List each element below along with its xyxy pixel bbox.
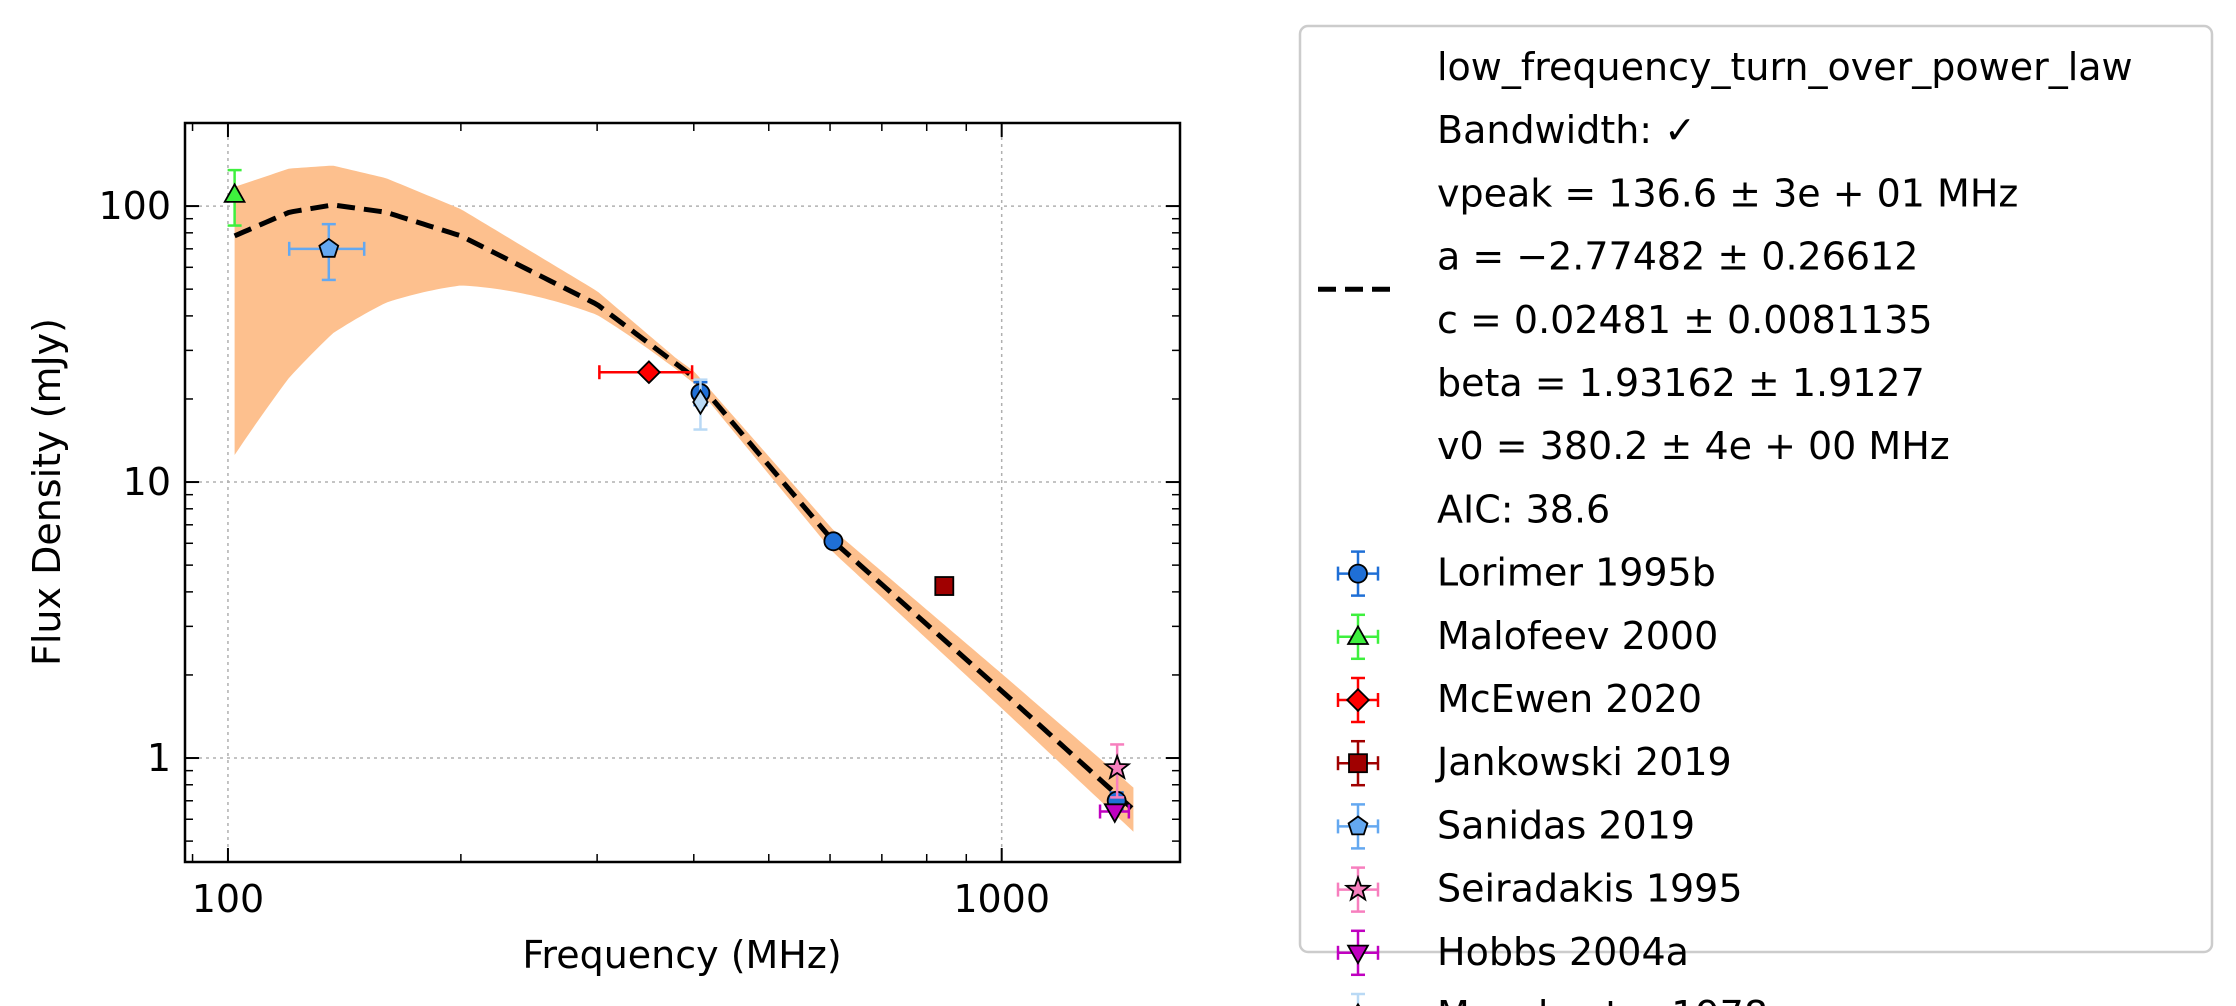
legend-entry: Hobbs 2004a [1336,929,1689,977]
legend-entry: Lorimer 1995b [1336,550,1716,597]
legend-fit-line-4: c = 0.02481 ± 0.0081135 [1437,298,1933,342]
legend-label: McEwen 2020 [1437,677,1702,721]
fit-uncertainty-band [234,165,1134,832]
legend-label: Jankowski 2019 [1435,740,1732,784]
legend-entry: Sanidas 2019 [1336,803,1695,850]
data-point [1103,803,1127,824]
legend-fit-line-7: AIC: 38.6 [1437,487,1610,531]
legend-fit-line-1: Bandwidth: ✓ [1437,108,1696,152]
grid [185,123,1180,862]
legend-marker [1348,753,1368,774]
legend-box [1298,24,2214,954]
legend-label: Hobbs 2004a [1437,930,1689,974]
legend-marker [1346,624,1370,645]
data-point [1103,753,1132,781]
plot-frame [183,121,1182,864]
legend-label: Sanidas 2019 [1437,803,1695,847]
data-point [934,576,955,596]
legend-marker [1347,815,1369,836]
series-sanidas-2019 [287,222,366,282]
data-point [823,531,844,552]
series-hobbs-2004a [1098,803,1131,824]
legend-entry: Jankowski 2019 [1336,739,1732,787]
y-tick-label: 1 [147,736,171,780]
fit-curve [233,202,1136,812]
legend-fit-line-2: vpeak = 136.6 ± 3e + 01 MHz [1437,171,2018,215]
legend-entry: McEwen 2020 [1336,676,1702,724]
series-mcewen-2020 [598,360,694,385]
y-tick-label: 100 [98,184,171,228]
legend-label: Lorimer 1995b [1437,551,1716,595]
legend-entry: Manchester 1978a [1351,992,1791,1006]
data-point [692,388,709,416]
x-tick-label: 1000 [953,877,1050,921]
legend-marker [1348,563,1368,584]
legend-fit-line-0: low_frequency_turn_over_power_law [1437,45,2133,89]
legend-marker [1343,874,1373,902]
data-points [223,168,1132,824]
legend-fit-line-6: v0 = 380.2 ± 4e + 00 MHz [1437,424,1950,468]
legend-entry: Malofeev 2000 [1336,613,1718,661]
x-axis-title: Frequency (MHz) [522,933,841,977]
legend-fit-line-3: a = −2.77482 ± 0.26612 [1437,235,1918,279]
y-axis-title: Flux Density (mJy) [25,318,69,666]
axis-ticks: 100 1000 1 10 100 [98,123,1180,921]
series-malofeev-2000 [223,168,247,227]
legend-marker [1346,944,1370,965]
series-seiradakis-1995 [1103,743,1132,799]
legend-label: Manchester 1978a [1437,993,1791,1006]
data-point [223,182,247,203]
data-point [318,237,340,258]
legend: low_frequency_turn_over_power_law Bandwid… [1298,24,2214,1006]
legend-label: Seiradakis 1995 [1437,867,1743,911]
data-point [636,360,661,385]
legend-fit-line-5: beta = 1.93162 ± 1.9127 [1437,361,1925,405]
x-tick-label: 100 [192,877,265,921]
y-tick-label: 10 [123,460,171,504]
legend-entry: Seiradakis 1995 [1336,866,1743,913]
fit-band [234,165,1134,832]
series-jankowski-2019 [934,576,955,596]
legend-marker [1345,687,1371,713]
fit-line [233,202,1136,812]
series-manchester-1978a [692,378,709,431]
legend-label: Malofeev 2000 [1437,614,1718,658]
